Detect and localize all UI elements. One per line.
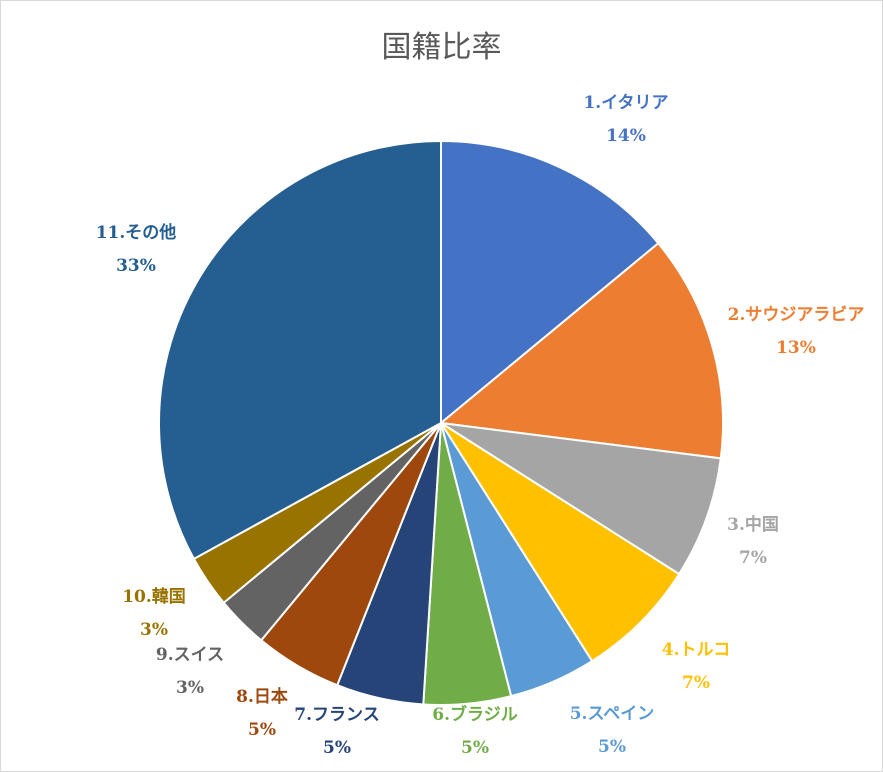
- slice-label-11: 11.その他: [96, 222, 177, 243]
- slice-percent-2: 13%: [776, 338, 816, 358]
- slice-percent-7: 5%: [323, 738, 351, 758]
- slice-percent-6: 5%: [461, 738, 489, 758]
- slice-label-7: 7.フランス: [294, 705, 379, 725]
- pie-slice-4: [440, 422, 681, 663]
- slice-percent-1: 14%: [606, 126, 646, 146]
- slice-percent-4: 7%: [682, 673, 710, 693]
- slice-label-4: 4.トルコ: [662, 640, 730, 660]
- pie-slice-1: [440, 139, 660, 426]
- slice-percent-11: 33%: [116, 256, 156, 276]
- slice-label-5: 5.スペイン: [570, 704, 655, 724]
- slice-percent-5: 5%: [598, 737, 626, 757]
- pie-slice-3: [440, 422, 722, 576]
- pie-slice-11: [158, 139, 442, 561]
- pie-slices: [158, 139, 724, 706]
- slice-percent-3: 7%: [739, 548, 767, 568]
- slice-label-3: 3.中国: [727, 514, 779, 535]
- slice-percent-9: 3%: [176, 678, 204, 698]
- slice-label-6: 6.ブラジル: [432, 704, 517, 725]
- slice-percent-8: 5%: [248, 720, 276, 740]
- pie-data-labels: 1.イタリア 14% 2.サウジアラビア 13% 3.中国 7% 4.トルコ 7% 5.スペイン…: [96, 93, 865, 758]
- slice-label-1: 1.イタリア: [583, 93, 668, 113]
- slice-label-10: 10.韓国: [122, 586, 186, 607]
- slice-label-2: 2.サウジアラビア: [728, 305, 865, 325]
- slice-percent-10: 3%: [140, 620, 168, 640]
- pie-slice-2: [438, 241, 724, 460]
- chart-title: 国籍比率: [381, 30, 502, 65]
- slice-label-9: 9.スイス: [156, 645, 224, 665]
- slice-label-8: 8.日本: [236, 686, 288, 707]
